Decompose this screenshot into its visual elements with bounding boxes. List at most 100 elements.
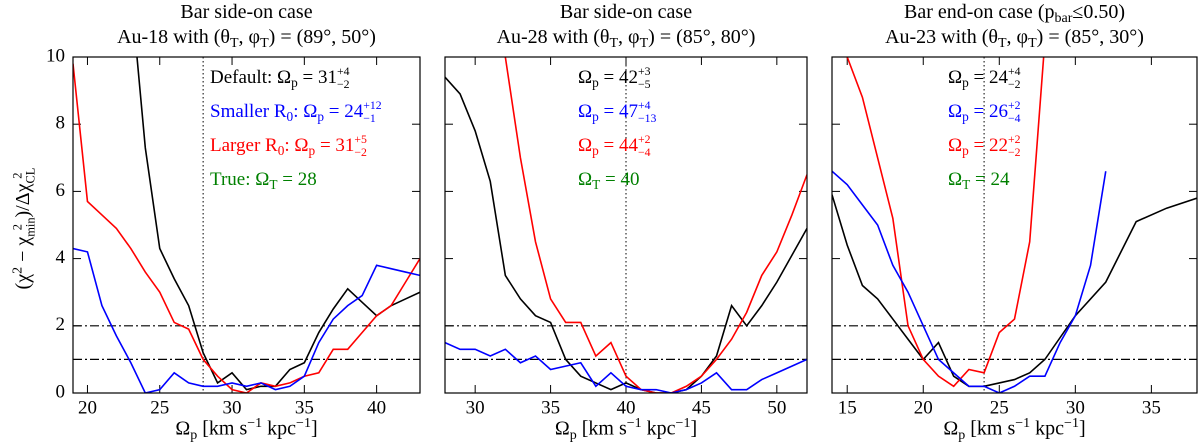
subscript: T xyxy=(997,36,1007,52)
superscript: 2 xyxy=(10,266,26,274)
x-tick-label: 50 xyxy=(767,397,786,418)
subscript: T xyxy=(609,36,619,52)
text-run: Au-18 with (θ xyxy=(117,26,230,48)
script-pair: 2 CL xyxy=(11,167,38,184)
annotation: Ωp = 44 +2 −4 xyxy=(578,133,651,163)
text-run: Au-28 with (θ xyxy=(496,26,610,48)
superscript: +2 xyxy=(638,133,651,147)
subscript: T xyxy=(592,176,601,192)
superscript: −1 xyxy=(1015,416,1031,431)
text-run: , φ xyxy=(1006,26,1029,48)
y-tick-label: 8 xyxy=(56,113,66,134)
text-run: kpc xyxy=(1030,417,1065,440)
text-run: ] xyxy=(310,417,318,440)
text-run: Au-23 with (θ xyxy=(885,26,998,48)
series-line xyxy=(73,63,420,393)
superscript: +12 xyxy=(363,99,382,113)
subscript: p xyxy=(592,142,599,158)
subscript: min xyxy=(23,217,38,237)
text-run: : Ω xyxy=(293,101,318,122)
text-run: Ω xyxy=(175,417,191,440)
series-line xyxy=(445,76,807,393)
subscript: 0 xyxy=(286,108,294,124)
subscript: T xyxy=(269,176,278,192)
x-tick-label: 20 xyxy=(914,397,933,418)
text-run: ≤0.50) xyxy=(1072,1,1126,23)
subscript: −5 xyxy=(638,77,651,91)
chart-title: Bar side-on case xyxy=(73,0,420,24)
subscript: T xyxy=(639,36,649,52)
y-tick-label: 6 xyxy=(56,180,66,201)
subscript: −13 xyxy=(638,111,657,125)
text-run: Ω xyxy=(578,169,593,190)
text-run: : Ω xyxy=(284,135,309,156)
text-run: − χ xyxy=(12,236,35,267)
superscript: −1 xyxy=(296,416,311,431)
text-run: = 24 xyxy=(968,67,1008,88)
text-run: Bar side-on case xyxy=(559,1,693,23)
text-run: [km s xyxy=(965,417,1016,440)
script-pair: +2 −4 xyxy=(638,133,651,159)
script-pair: +4 −2 xyxy=(337,65,350,91)
subscript: p xyxy=(317,108,324,124)
text-run: ] xyxy=(690,417,698,440)
text-run: ) = (85°, 80°) xyxy=(648,26,756,48)
text-run: [km s xyxy=(197,417,248,440)
x-tick-label: 35 xyxy=(295,397,314,418)
x-tick-label: 35 xyxy=(1142,397,1161,418)
subscript: −1 xyxy=(363,111,376,125)
x-tick-label: 30 xyxy=(466,397,485,418)
text-run: (χ xyxy=(12,273,35,290)
series-line xyxy=(504,57,807,393)
annotation: Ωp = 22 +2 −2 xyxy=(948,133,1021,163)
superscript: −1 xyxy=(1064,416,1079,431)
text-run: = 47 xyxy=(598,101,638,122)
annotation: True: ΩT = 28 xyxy=(210,168,317,197)
annotation: Ωp = 24 +4 −2 xyxy=(948,65,1021,95)
chart-title: Au-18 with (θT, φT) = (89°, 50°) xyxy=(73,25,420,56)
superscript: −1 xyxy=(675,416,691,431)
text-run: Larger R xyxy=(210,135,278,156)
text-run: Bar end-on case (p xyxy=(903,1,1055,23)
series-line xyxy=(445,341,807,393)
series-line xyxy=(832,194,1197,388)
series-line xyxy=(73,247,420,393)
text-run: Bar side-on case xyxy=(180,1,313,23)
annotation: ΩT = 24 xyxy=(948,168,1009,197)
subscript: T xyxy=(962,176,971,192)
plot-frame xyxy=(444,56,808,394)
plot-frame xyxy=(72,56,421,394)
superscript: −1 xyxy=(247,416,263,431)
text-run: = 42 xyxy=(598,67,638,88)
subscript: −2 xyxy=(1008,145,1021,159)
chart-title: Au-28 with (θT, φT) = (85°, 80°) xyxy=(445,25,807,56)
superscript: +2 xyxy=(1008,133,1021,147)
subscript: p xyxy=(592,74,599,90)
annotation: Ωp = 26 +2 −4 xyxy=(948,99,1021,129)
x-tick-label: 30 xyxy=(1066,397,1085,418)
chart-title: Au-23 with (θT, φT) = (85°, 30°) xyxy=(832,25,1197,56)
text-run: ) = (89°, 50°) xyxy=(268,26,376,48)
script-pair: +5 −2 xyxy=(354,133,367,159)
x-tick-label: 30 xyxy=(223,397,242,418)
chart-title: Bar side-on case xyxy=(445,0,807,24)
subscript: p xyxy=(958,427,966,443)
text-run: ) = (85°, 30°) xyxy=(1036,26,1144,48)
y-tick-label: 0 xyxy=(56,381,66,402)
subscript: p xyxy=(291,74,298,90)
y-tick-label: 4 xyxy=(56,247,66,268)
text-run: Ω xyxy=(578,135,593,156)
text-run: Ω xyxy=(948,67,963,88)
text-run: = 44 xyxy=(598,135,638,156)
text-run: kpc xyxy=(641,417,676,440)
text-run: = 40 xyxy=(600,169,640,190)
text-run: Ω xyxy=(948,135,963,156)
text-run: = 31 xyxy=(315,135,355,156)
x-tick-label: 40 xyxy=(617,397,636,418)
subscript: p xyxy=(962,74,969,90)
x-tick-label: 20 xyxy=(78,397,97,418)
subscript: CL xyxy=(23,167,38,184)
text-run: = 28 xyxy=(277,169,317,190)
x-tick-label: 35 xyxy=(541,397,560,418)
text-run: , φ xyxy=(618,26,640,48)
